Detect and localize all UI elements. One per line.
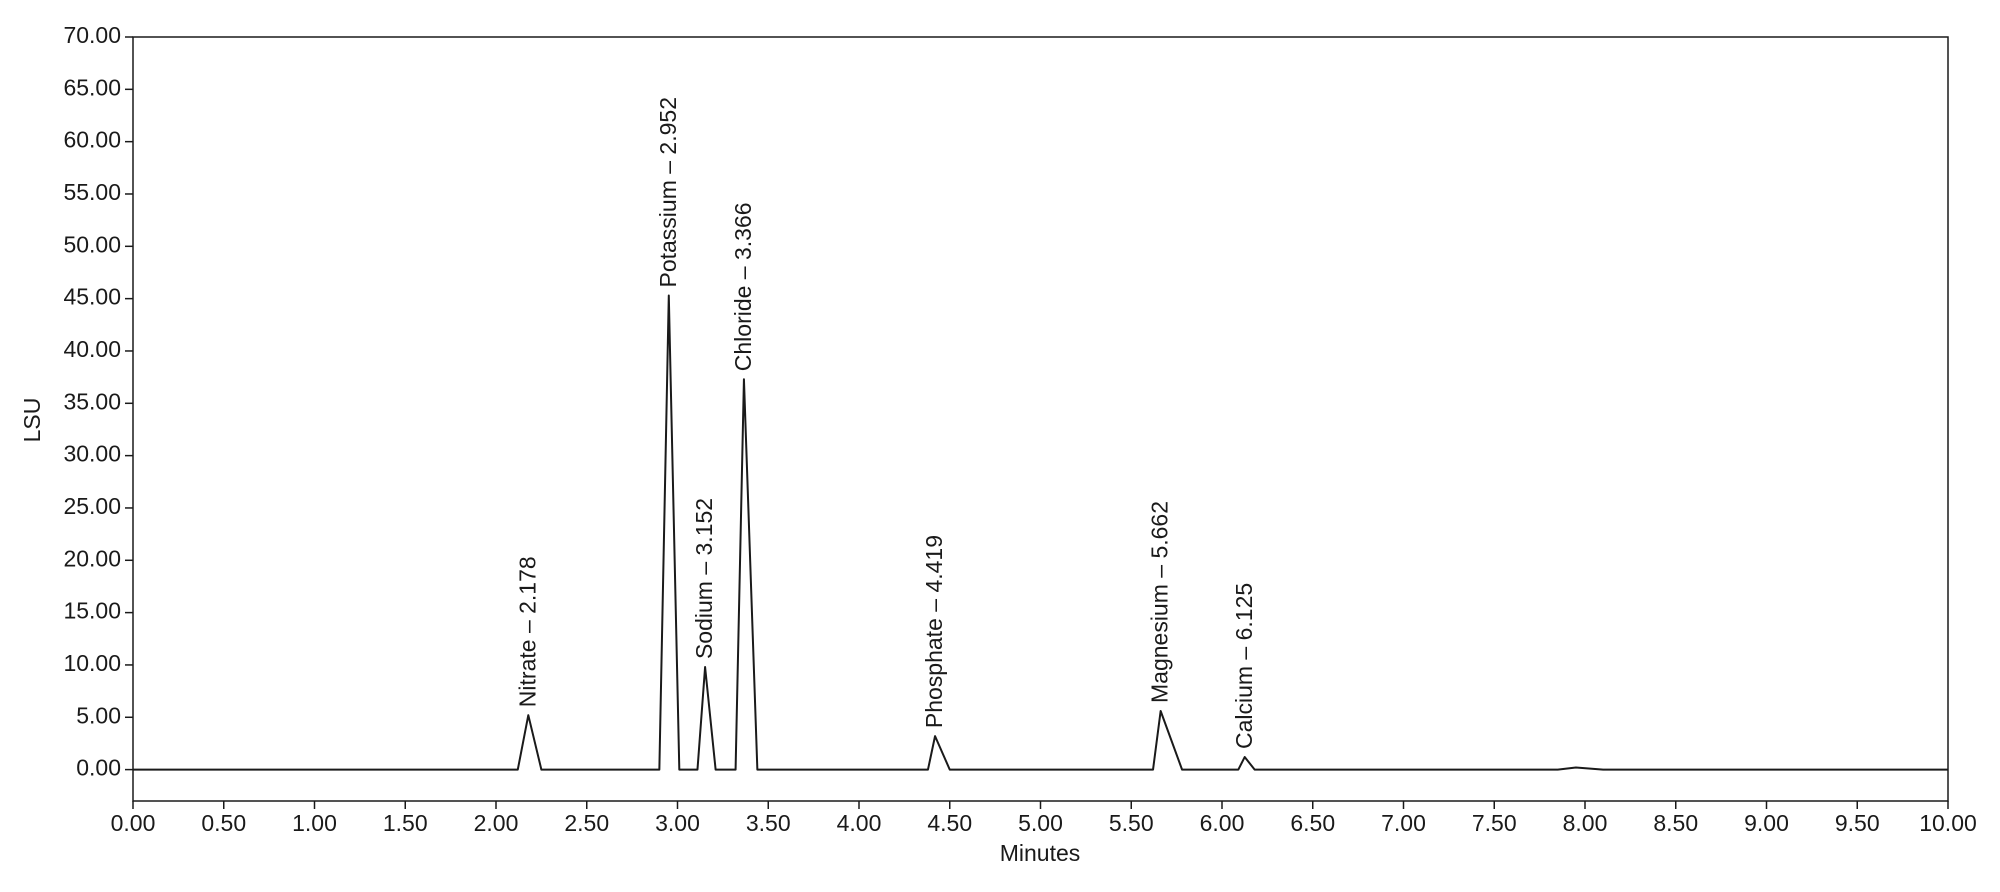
x-tick-label: 5.00 xyxy=(1018,810,1063,836)
x-tick-label: 4.50 xyxy=(927,810,972,836)
peak-label: Potassium – 2.952 xyxy=(655,97,681,288)
y-tick-label: 20.00 xyxy=(63,545,121,571)
x-tick-label: 9.50 xyxy=(1835,810,1880,836)
trace xyxy=(133,294,1948,771)
peak-label: Phosphate – 4.419 xyxy=(921,535,947,728)
y-tick-label: 10.00 xyxy=(63,650,121,676)
peak-label: Sodium – 3.152 xyxy=(691,498,717,659)
x-tick-label: 2.50 xyxy=(564,810,609,836)
x-tick-label: 3.50 xyxy=(746,810,791,836)
x-tick-label: 9.00 xyxy=(1744,810,1789,836)
y-tick-label: 30.00 xyxy=(63,441,121,467)
peak-label: Chloride – 3.366 xyxy=(730,202,756,371)
x-tick-label: 7.00 xyxy=(1381,810,1426,836)
y-tick-label: 55.00 xyxy=(63,179,121,205)
x-axis-label: Minutes xyxy=(1000,840,1081,866)
plot-frame xyxy=(132,36,1949,802)
x-tick-label: 3.00 xyxy=(655,810,700,836)
x-tick-label: 5.50 xyxy=(1109,810,1154,836)
x-tick-label: 1.00 xyxy=(292,810,337,836)
y-tick-label: 60.00 xyxy=(63,127,121,153)
y-tick-label: 45.00 xyxy=(63,284,121,310)
x-tick-label: 10.00 xyxy=(1919,810,1977,836)
y-tick-label: 15.00 xyxy=(63,598,121,624)
y-axis-label: LSU xyxy=(19,398,45,443)
x-tick-label: 2.00 xyxy=(474,810,519,836)
x-tick-label: 4.00 xyxy=(837,810,882,836)
x-tick-label: 8.50 xyxy=(1653,810,1698,836)
x-tick-label: 8.00 xyxy=(1563,810,1608,836)
x-tick-label: 0.50 xyxy=(201,810,246,836)
x-tick-label: 0.00 xyxy=(111,810,156,836)
x-tick-label: 7.50 xyxy=(1472,810,1517,836)
y-tick-label: 40.00 xyxy=(63,336,121,362)
y-tick-label: 25.00 xyxy=(63,493,121,519)
y-tick-label: 35.00 xyxy=(63,388,121,414)
y-tick-label: 0.00 xyxy=(76,755,121,781)
y-tick-label: 65.00 xyxy=(63,74,121,100)
peak-label: Nitrate – 2.178 xyxy=(514,556,540,707)
y-tick-label: 70.00 xyxy=(63,22,121,48)
y-tick-label: 5.00 xyxy=(76,702,121,728)
peak-label: Calcium – 6.125 xyxy=(1231,583,1257,749)
x-tick-label: 1.50 xyxy=(383,810,428,836)
x-tick-label: 6.00 xyxy=(1200,810,1245,836)
x-tick-label: 6.50 xyxy=(1290,810,1335,836)
peak-label: Magnesium – 5.662 xyxy=(1147,501,1173,703)
y-tick-label: 50.00 xyxy=(63,231,121,257)
